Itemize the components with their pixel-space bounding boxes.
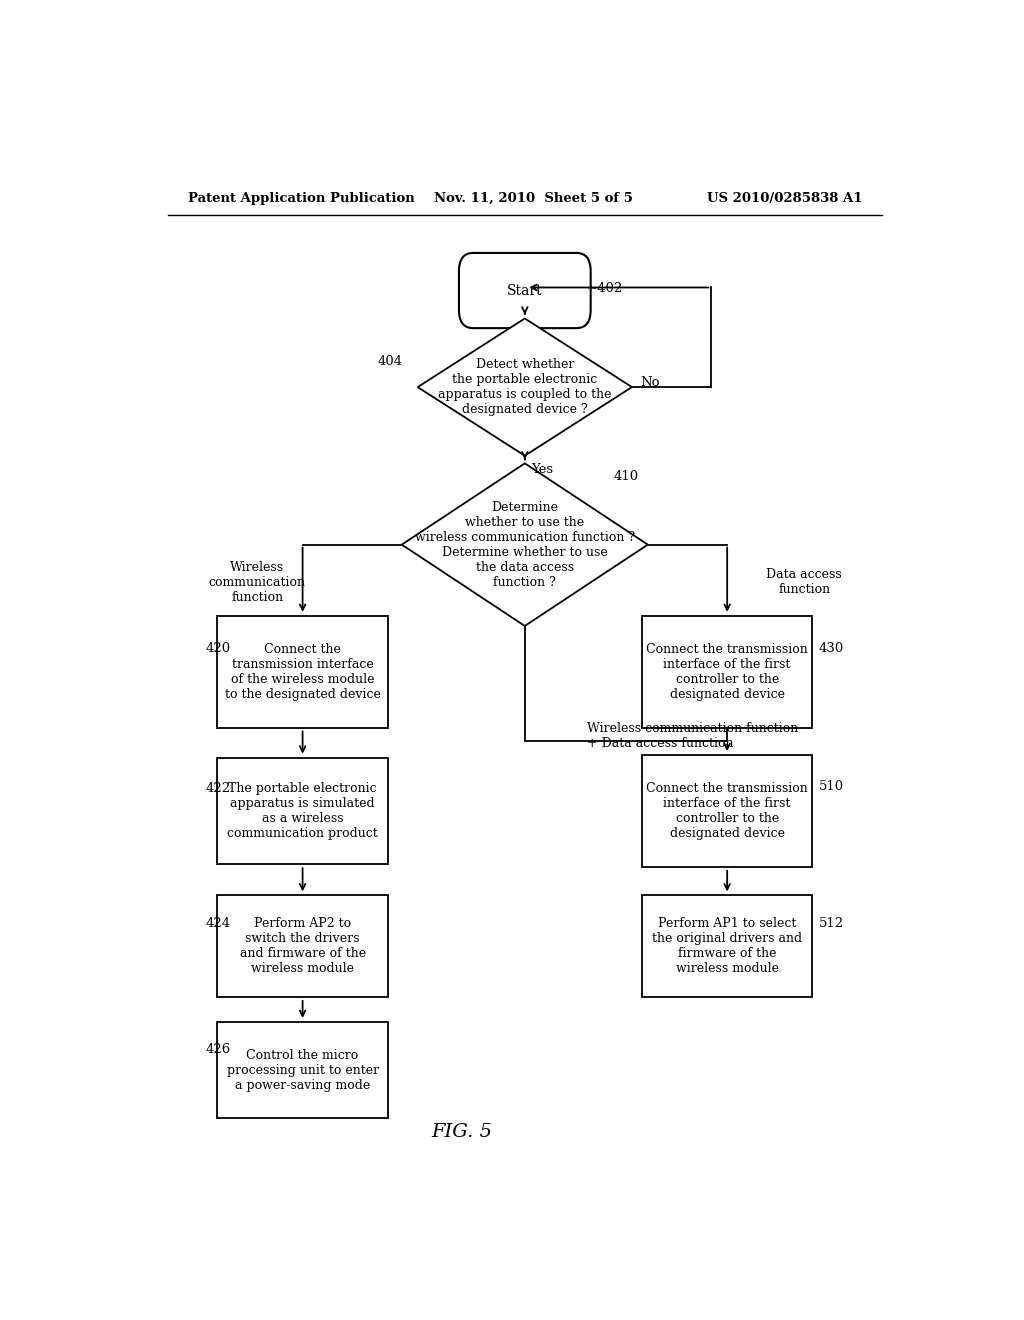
FancyBboxPatch shape (459, 253, 591, 329)
Text: Connect the transmission
interface of the first
controller to the
designated dev: Connect the transmission interface of th… (646, 643, 808, 701)
Text: Perform AP1 to select
the original drivers and
firmware of the
wireless module: Perform AP1 to select the original drive… (652, 917, 802, 975)
Text: Data access
function: Data access function (766, 568, 842, 597)
FancyBboxPatch shape (217, 895, 388, 997)
Text: The portable electronic
apparatus is simulated
as a wireless
communication produ: The portable electronic apparatus is sim… (227, 781, 378, 840)
Text: US 2010/0285838 A1: US 2010/0285838 A1 (708, 193, 863, 205)
FancyBboxPatch shape (642, 615, 812, 727)
Text: Connect the transmission
interface of the first
controller to the
designated dev: Connect the transmission interface of th… (646, 781, 808, 840)
Text: Wireless communication function
+ Data access function: Wireless communication function + Data a… (587, 722, 798, 750)
Polygon shape (418, 318, 632, 455)
FancyBboxPatch shape (217, 758, 388, 865)
Text: 430: 430 (818, 642, 844, 655)
Text: 426: 426 (206, 1043, 231, 1056)
Text: Nov. 11, 2010  Sheet 5 of 5: Nov. 11, 2010 Sheet 5 of 5 (433, 193, 633, 205)
Text: 410: 410 (613, 470, 639, 483)
Text: Wireless
communication
function: Wireless communication function (209, 561, 306, 603)
Text: Patent Application Publication: Patent Application Publication (187, 193, 415, 205)
FancyBboxPatch shape (642, 895, 812, 997)
FancyBboxPatch shape (217, 615, 388, 727)
Text: Perform AP2 to
switch the drivers
and firmware of the
wireless module: Perform AP2 to switch the drivers and fi… (240, 917, 366, 975)
Text: 512: 512 (818, 917, 844, 931)
Text: FIG. 5: FIG. 5 (431, 1123, 492, 1140)
Text: 422: 422 (206, 781, 230, 795)
Text: No: No (640, 375, 659, 388)
Text: Determine
whether to use the
wireless communication function ?
Determine whether: Determine whether to use the wireless co… (415, 500, 635, 589)
Text: Start: Start (507, 284, 543, 297)
Text: Control the micro
processing unit to enter
a power-saving mode: Control the micro processing unit to ent… (226, 1048, 379, 1092)
Text: 404: 404 (378, 355, 403, 368)
Polygon shape (401, 463, 648, 626)
Text: Connect the
transmission interface
of the wireless module
to the designated devi: Connect the transmission interface of th… (224, 643, 381, 701)
Text: 424: 424 (206, 917, 230, 931)
Text: Detect whether
the portable electronic
apparatus is coupled to the
designated de: Detect whether the portable electronic a… (438, 358, 611, 416)
FancyBboxPatch shape (217, 1022, 388, 1118)
FancyBboxPatch shape (642, 755, 812, 867)
Text: Yes: Yes (531, 463, 553, 477)
Text: 510: 510 (818, 780, 844, 793)
Text: 420: 420 (206, 642, 230, 655)
Text: ~402: ~402 (587, 282, 623, 294)
